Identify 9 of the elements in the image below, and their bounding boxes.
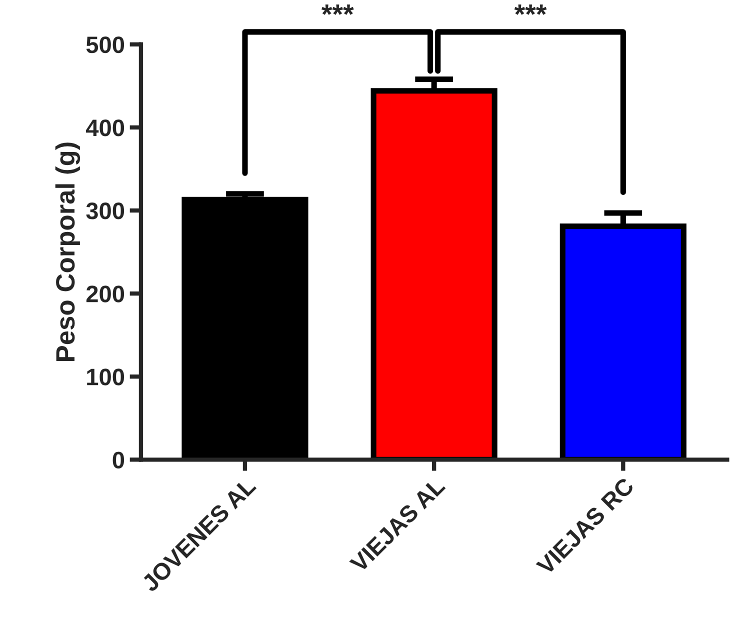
y-tick-label: 300 — [86, 202, 124, 220]
y-tick-label: 500 — [86, 36, 124, 54]
y-tick-label: 0 — [112, 452, 124, 468]
text: *** — [322, 4, 354, 15]
text: *** — [514, 4, 547, 15]
y-tick-label: 100 — [87, 368, 124, 386]
y-tick-label: 400 — [86, 120, 124, 136]
y-axis-title: Peso Corporal (g) — [55, 142, 80, 361]
y-tick-label: 200 — [86, 286, 124, 302]
